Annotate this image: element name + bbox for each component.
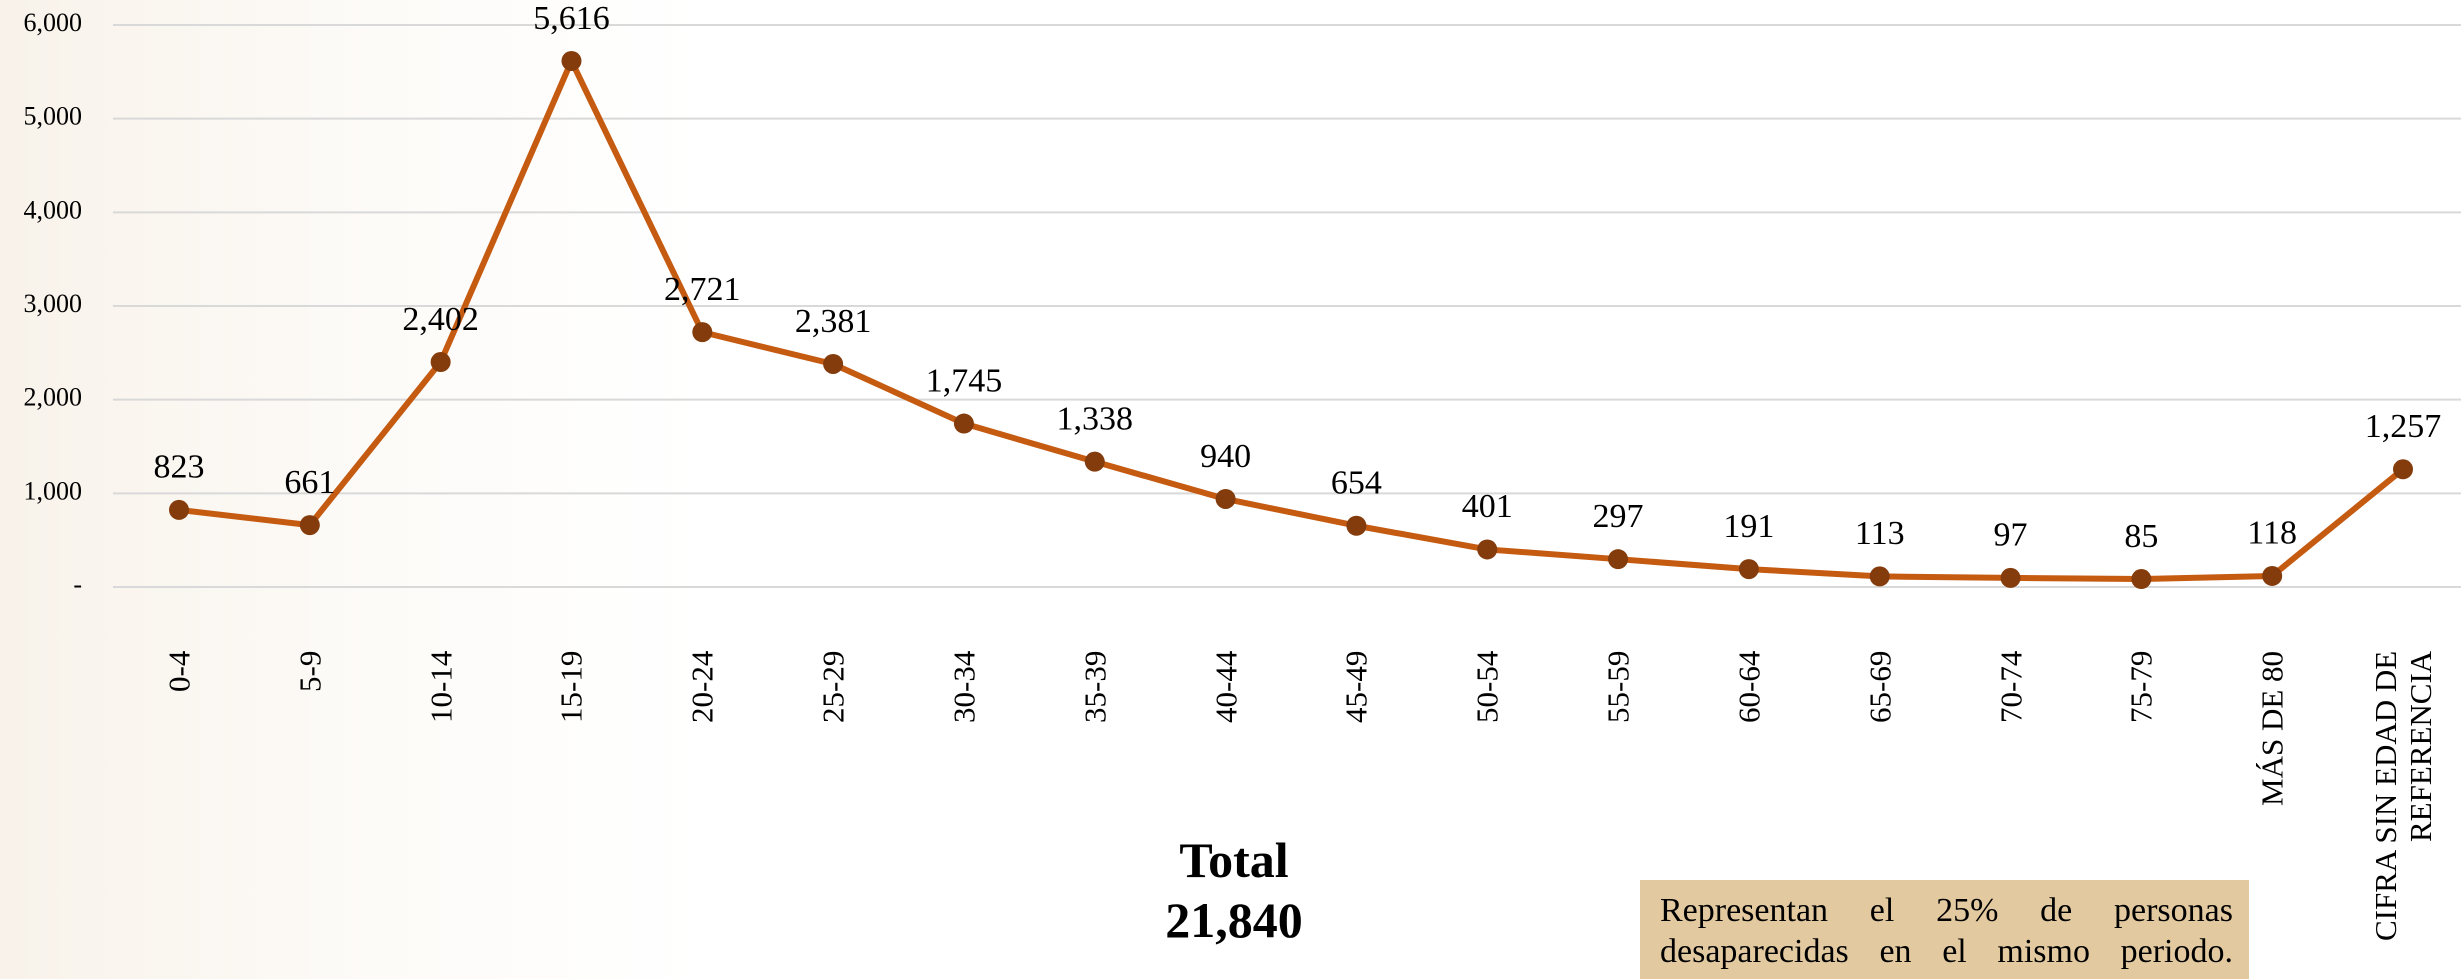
data-label: 1,338 bbox=[1057, 400, 1134, 437]
x-tick-label: 25-29 bbox=[816, 651, 851, 951]
data-point bbox=[954, 414, 974, 434]
x-tick-label: 60-64 bbox=[1731, 651, 1766, 951]
data-point bbox=[1216, 489, 1236, 509]
y-tick-label: 4,000 bbox=[24, 195, 83, 224]
data-point bbox=[1608, 549, 1628, 569]
y-tick-label: 3,000 bbox=[24, 289, 83, 318]
data-label: 940 bbox=[1200, 438, 1251, 475]
data-label: 297 bbox=[1593, 498, 1644, 535]
data-point bbox=[692, 322, 712, 342]
data-label: 5,616 bbox=[533, 0, 610, 37]
y-tick-label: 5,000 bbox=[24, 102, 83, 131]
x-tick-label: 40-44 bbox=[1208, 651, 1243, 951]
data-point bbox=[300, 515, 320, 535]
y-tick-label: 1,000 bbox=[24, 476, 83, 505]
data-point bbox=[561, 51, 581, 71]
series-line bbox=[179, 61, 2403, 579]
data-label: 2,381 bbox=[795, 303, 872, 340]
data-label: 401 bbox=[1462, 488, 1513, 525]
x-tick-label: MÁS DE 80 bbox=[2255, 651, 2290, 951]
y-tick-label: 2,000 bbox=[24, 383, 83, 412]
data-point bbox=[823, 354, 843, 374]
x-tick-label: 75-79 bbox=[2124, 651, 2159, 951]
x-tick-label: 50-54 bbox=[1470, 651, 1505, 951]
x-tick-label: 30-34 bbox=[946, 651, 981, 951]
data-point bbox=[2262, 566, 2282, 586]
data-point bbox=[1739, 559, 1759, 579]
data-label: 823 bbox=[154, 449, 205, 486]
x-tick-label: CIFRA SIN EDAD DE REFERENCIA bbox=[2368, 651, 2438, 951]
x-tick-label: 20-24 bbox=[685, 651, 720, 951]
x-tick-label: 10-14 bbox=[423, 651, 458, 951]
data-point bbox=[2393, 459, 2413, 479]
data-point bbox=[169, 500, 189, 520]
data-label: 113 bbox=[1855, 515, 1905, 552]
x-tick-label: 45-49 bbox=[1339, 651, 1374, 951]
data-label: 2,402 bbox=[402, 301, 479, 338]
data-point bbox=[1477, 539, 1497, 559]
x-tick-label: 70-74 bbox=[1993, 651, 2028, 951]
data-label: 1,257 bbox=[2365, 408, 2442, 445]
page: - 1,000 2,000 3,000 4,000 5,000 6,000 823 661 2,4… bbox=[0, 0, 2461, 979]
data-label: 118 bbox=[2247, 515, 2297, 552]
data-label: 661 bbox=[284, 464, 335, 501]
x-tick-label: 0-4 bbox=[162, 651, 197, 951]
data-label: 1,745 bbox=[926, 362, 1003, 399]
data-label: 97 bbox=[1994, 517, 2028, 554]
x-tick-label: 5-9 bbox=[292, 651, 327, 951]
data-label: 191 bbox=[1723, 508, 1774, 545]
y-tick-label: 6,000 bbox=[24, 8, 83, 37]
data-point bbox=[2131, 569, 2151, 589]
x-tick-label: 55-59 bbox=[1601, 651, 1636, 951]
data-point bbox=[1870, 566, 1890, 586]
data-label: 654 bbox=[1331, 465, 1382, 502]
x-tick-label: 65-69 bbox=[1862, 651, 1897, 951]
data-label: 85 bbox=[2124, 518, 2158, 555]
data-point bbox=[431, 352, 451, 372]
data-label: 2,721 bbox=[664, 271, 741, 308]
x-tick-label: 15-19 bbox=[554, 651, 589, 951]
data-point bbox=[1085, 452, 1105, 472]
y-tick-label: - bbox=[73, 570, 82, 599]
data-point bbox=[1346, 516, 1366, 536]
x-tick-label: 35-39 bbox=[1077, 651, 1112, 951]
data-point bbox=[2001, 568, 2021, 588]
